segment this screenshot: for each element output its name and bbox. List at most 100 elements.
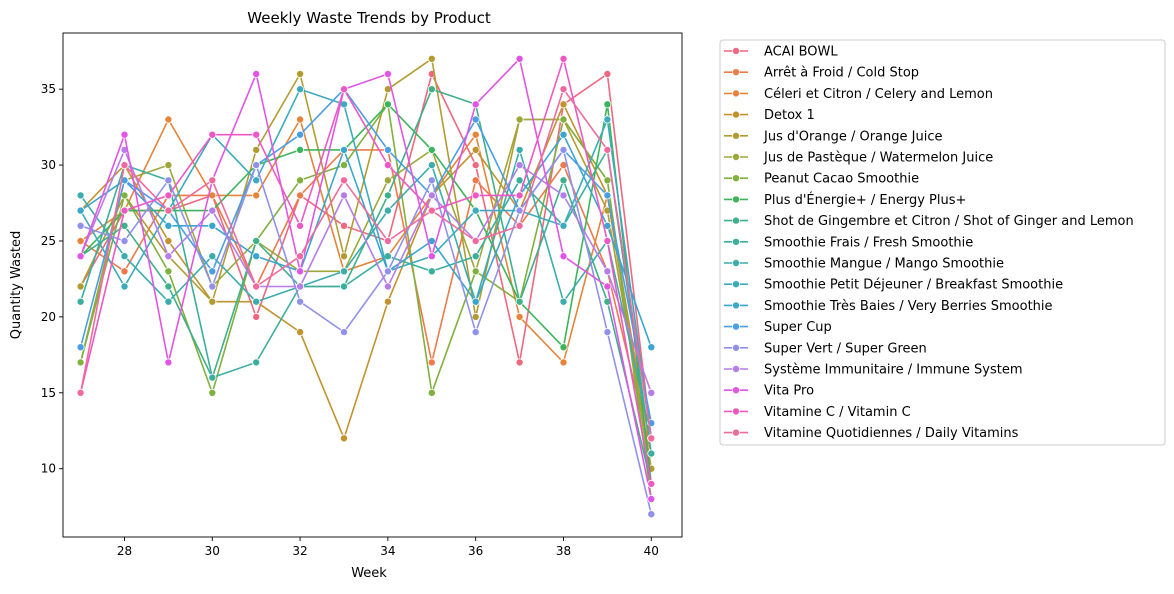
series-line [80,103,653,469]
data-point [603,267,612,276]
data-point [120,236,129,245]
data-point [296,176,305,185]
data-point [164,176,173,185]
legend-marker [732,428,741,437]
data-point [603,145,612,154]
chart-title: Weekly Waste Trends by Product [247,9,491,27]
data-point [383,176,392,185]
data-point [120,267,129,276]
legend-item: Peanut Cacao Smoothie [724,172,919,187]
legend-marker [732,131,741,140]
data-point [296,130,305,139]
data-point [339,176,348,185]
data-point [559,100,568,109]
data-point [296,267,305,276]
y-tick-label: 20 [41,310,56,324]
legend-label: Smoothie Mangue / Mango Smoothie [764,257,1004,272]
data-point [164,206,173,215]
data-point [164,115,173,124]
data-point [76,388,85,397]
data-point [427,267,436,276]
data-point [252,130,261,139]
data-point [559,145,568,154]
data-point [296,282,305,291]
data-point [559,297,568,306]
data-point [471,130,480,139]
data-point [603,115,612,124]
legend-item: Smoothie Petit Déjeuner / Breakfast Smoo… [724,278,1063,293]
legend-items: ACAI BOWL Arrêt à Froid / Cold Stop Céleri… [724,45,1134,441]
data-point [471,161,480,170]
legend-marker [732,216,741,225]
data-point [252,282,261,291]
data-point [383,267,392,276]
legend-label: Céleri et Citron / Celery and Lemon [764,87,993,102]
data-point [252,236,261,245]
series-layer [76,54,656,519]
data-point [208,267,217,276]
legend-label: Jus d'Orange / Orange Juice [763,129,942,144]
legend-marker [732,280,741,289]
y-tick-label: 25 [41,234,56,248]
data-point [515,115,524,124]
series-16 [76,145,656,397]
data-point [647,434,656,443]
data-point [164,297,173,306]
data-point [559,252,568,261]
data-point [296,115,305,124]
series-14 [76,85,656,428]
data-point [76,343,85,352]
data-point [252,161,261,170]
data-point [427,85,436,94]
data-point [76,236,85,245]
legend-marker [732,301,741,310]
legend-label: Vitamine C / Vitamin C [764,405,911,420]
legend-label: Shot de Gingembre et Citron / Shot of Gi… [764,214,1134,229]
data-point [252,176,261,185]
legend-marker [732,386,741,395]
data-point [603,70,612,79]
data-point [515,54,524,63]
data-point [339,252,348,261]
data-point [76,297,85,306]
data-point [208,252,217,261]
series-line [79,149,653,454]
data-point [76,221,85,230]
data-point [252,358,261,367]
data-point [208,282,217,291]
data-point [208,373,217,382]
legend-marker [732,258,741,267]
data-point [252,297,261,306]
data-point [427,206,436,215]
series-7 [76,100,656,503]
data-point [471,236,480,245]
legend-label: Peanut Cacao Smoothie [764,172,919,187]
data-point [164,358,173,367]
data-point [164,252,173,261]
x-tick-label: 38 [556,544,571,558]
data-point [76,191,85,200]
data-point [252,191,261,200]
data-point [76,206,85,215]
data-point [296,191,305,200]
legend-item: Smoothie Frais / Fresh Smoothie [724,235,973,250]
data-point [427,388,436,397]
data-point [471,100,480,109]
legend-label: Super Cup [764,320,832,335]
data-point [76,252,85,261]
data-point [339,328,348,337]
data-point [339,282,348,291]
data-point [208,206,217,215]
data-point [383,206,392,215]
data-point [647,449,656,458]
data-point [427,358,436,367]
data-point [252,145,261,154]
legend-item: Vitamine Quotidiennes / Daily Vitamins [724,426,1019,441]
data-point [296,297,305,306]
data-point [471,115,480,124]
data-point [383,297,392,306]
data-point [559,191,568,200]
x-tick-label: 30 [205,544,220,558]
legend-marker [732,152,741,161]
